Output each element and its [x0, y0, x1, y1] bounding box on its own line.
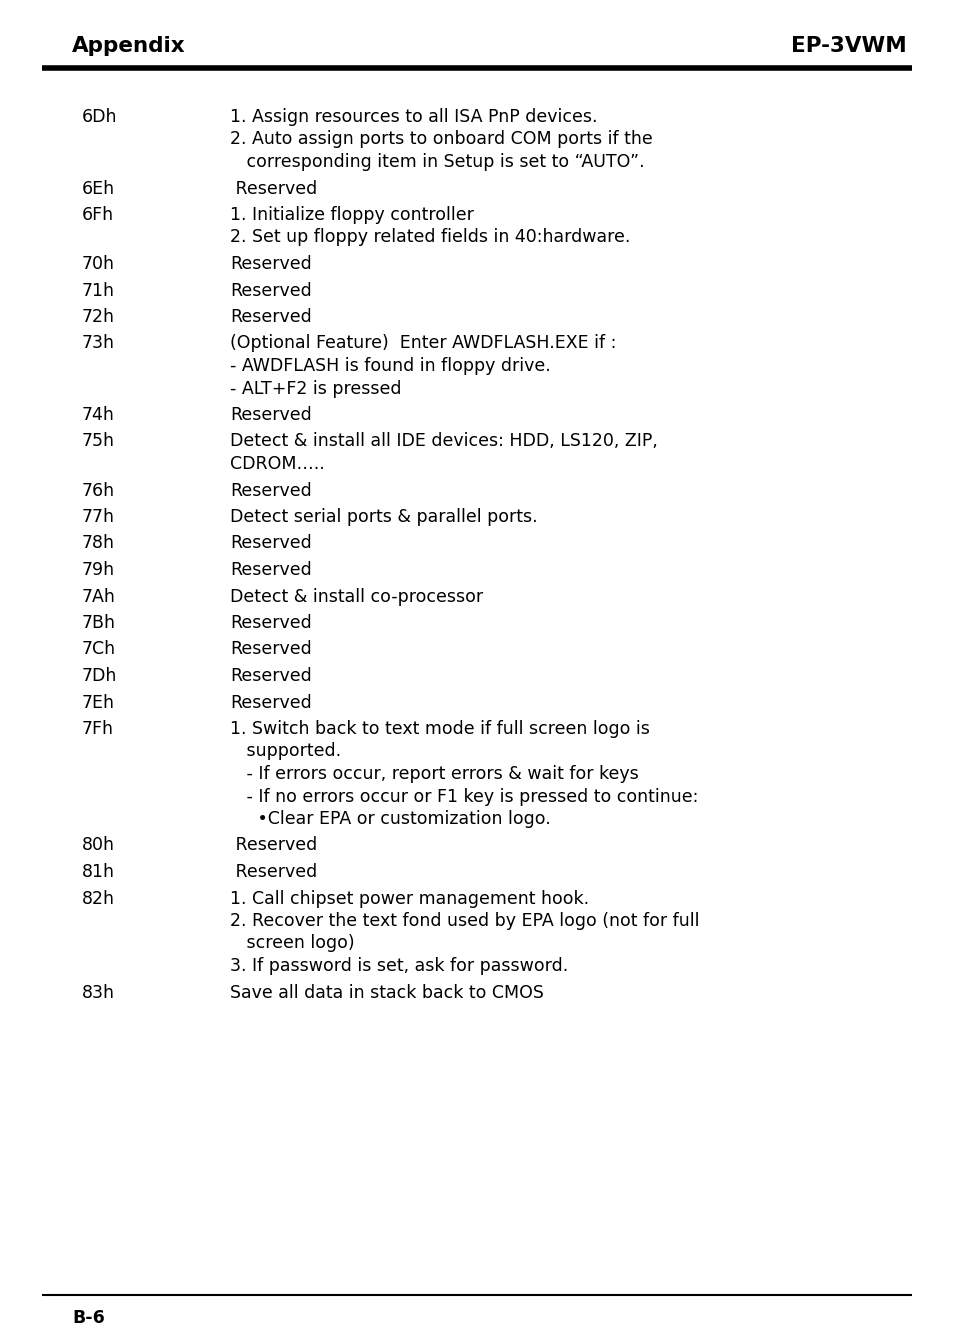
Text: - If errors occur, report errors & wait for keys: - If errors occur, report errors & wait … [230, 765, 639, 783]
Text: 1. Switch back to text mode if full screen logo is: 1. Switch back to text mode if full scre… [230, 720, 649, 738]
Text: 80h: 80h [82, 836, 115, 855]
Text: Reserved: Reserved [230, 614, 312, 632]
Text: 1. Assign resources to all ISA PnP devices.: 1. Assign resources to all ISA PnP devic… [230, 109, 597, 126]
Text: 2. Recover the text fond used by EPA logo (not for full: 2. Recover the text fond used by EPA log… [230, 913, 699, 930]
Text: EP-3VWM: EP-3VWM [790, 36, 906, 56]
Text: supported.: supported. [230, 742, 341, 761]
Text: Reserved: Reserved [230, 255, 312, 273]
Text: 78h: 78h [82, 535, 115, 552]
Text: Reserved: Reserved [230, 694, 312, 712]
Text: Reserved: Reserved [230, 561, 312, 579]
Text: 7Ah: 7Ah [82, 587, 115, 606]
Text: - ALT+F2 is pressed: - ALT+F2 is pressed [230, 379, 401, 398]
Text: screen logo): screen logo) [230, 934, 355, 953]
Text: 7Bh: 7Bh [82, 614, 116, 632]
Text: Save all data in stack back to CMOS: Save all data in stack back to CMOS [230, 984, 543, 1001]
Text: 76h: 76h [82, 481, 115, 500]
Text: 7Eh: 7Eh [82, 694, 115, 712]
Text: B-6: B-6 [71, 1309, 105, 1327]
Text: 75h: 75h [82, 433, 115, 450]
Text: Appendix: Appendix [71, 36, 186, 56]
Text: 7Ch: 7Ch [82, 641, 116, 658]
Text: 71h: 71h [82, 281, 115, 300]
Text: CDROM…..: CDROM….. [230, 456, 324, 473]
Text: 6Eh: 6Eh [82, 180, 115, 197]
Text: (Optional Feature)  Enter AWDFLASH.EXE if :: (Optional Feature) Enter AWDFLASH.EXE if… [230, 335, 616, 352]
Text: Detect serial ports & parallel ports.: Detect serial ports & parallel ports. [230, 508, 537, 527]
Text: 2. Set up floppy related fields in 40:hardware.: 2. Set up floppy related fields in 40:ha… [230, 229, 630, 247]
Text: 73h: 73h [82, 335, 115, 352]
Text: Reserved: Reserved [230, 180, 317, 197]
Text: Detect & install all IDE devices: HDD, LS120, ZIP,: Detect & install all IDE devices: HDD, L… [230, 433, 658, 450]
Text: 74h: 74h [82, 406, 114, 423]
Text: 6Fh: 6Fh [82, 206, 114, 224]
Text: 6Dh: 6Dh [82, 109, 117, 126]
Text: Reserved: Reserved [230, 481, 312, 500]
Text: 7Fh: 7Fh [82, 720, 113, 738]
Text: 1. Call chipset power management hook.: 1. Call chipset power management hook. [230, 890, 589, 907]
Text: Reserved: Reserved [230, 281, 312, 300]
Text: 72h: 72h [82, 308, 115, 326]
Text: Reserved: Reserved [230, 406, 312, 423]
Text: Reserved: Reserved [230, 836, 317, 855]
Text: Reserved: Reserved [230, 308, 312, 326]
Text: Reserved: Reserved [230, 863, 317, 880]
Text: 70h: 70h [82, 255, 115, 273]
Text: 81h: 81h [82, 863, 115, 880]
Text: 83h: 83h [82, 984, 115, 1001]
Text: 3. If password is set, ask for password.: 3. If password is set, ask for password. [230, 957, 568, 976]
Text: 79h: 79h [82, 561, 115, 579]
Text: Reserved: Reserved [230, 641, 312, 658]
Text: corresponding item in Setup is set to “AUTO”.: corresponding item in Setup is set to “A… [230, 153, 644, 172]
Text: Reserved: Reserved [230, 667, 312, 685]
Text: Reserved: Reserved [230, 535, 312, 552]
Text: - If no errors occur or F1 key is pressed to continue:: - If no errors occur or F1 key is presse… [230, 788, 698, 805]
Text: •Clear EPA or customization logo.: •Clear EPA or customization logo. [230, 809, 550, 828]
Text: Detect & install co-processor: Detect & install co-processor [230, 587, 482, 606]
Text: 1. Initialize floppy controller: 1. Initialize floppy controller [230, 206, 474, 224]
Text: - AWDFLASH is found in floppy drive.: - AWDFLASH is found in floppy drive. [230, 356, 550, 375]
Text: 77h: 77h [82, 508, 115, 527]
Text: 2. Auto assign ports to onboard COM ports if the: 2. Auto assign ports to onboard COM port… [230, 130, 652, 149]
Text: 7Dh: 7Dh [82, 667, 117, 685]
Text: 82h: 82h [82, 890, 115, 907]
